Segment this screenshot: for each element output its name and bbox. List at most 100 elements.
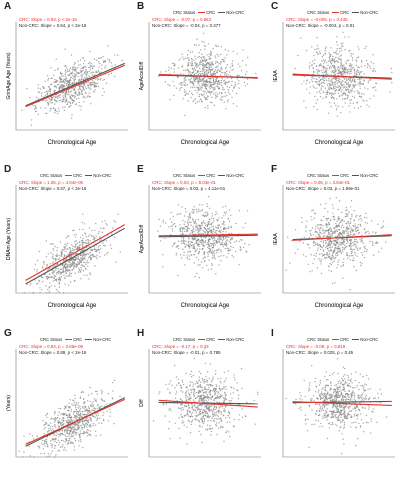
data-point xyxy=(94,256,95,257)
data-point xyxy=(182,57,183,58)
data-point xyxy=(225,231,226,232)
data-point xyxy=(195,230,196,231)
data-point xyxy=(163,220,164,221)
data-point xyxy=(74,438,75,439)
data-point xyxy=(210,93,211,94)
data-point xyxy=(46,292,47,293)
data-point xyxy=(338,93,339,94)
data-point xyxy=(337,44,338,45)
data-point xyxy=(54,265,55,266)
data-point xyxy=(335,257,336,258)
data-point xyxy=(200,61,201,62)
data-point xyxy=(52,428,53,429)
data-point xyxy=(61,82,62,83)
data-point xyxy=(69,413,70,414)
data-point xyxy=(76,98,77,99)
data-point xyxy=(81,86,82,87)
data-point xyxy=(366,46,367,47)
data-point xyxy=(225,238,226,239)
data-point xyxy=(213,87,214,88)
data-point xyxy=(59,434,60,435)
data-point xyxy=(359,216,360,217)
data-point xyxy=(220,382,221,383)
data-point xyxy=(216,250,217,251)
data-point xyxy=(385,242,386,243)
data-point xyxy=(348,60,349,61)
data-point xyxy=(342,251,343,252)
data-point xyxy=(168,428,169,429)
data-point xyxy=(237,75,238,76)
data-point xyxy=(353,226,354,227)
data-point xyxy=(342,32,343,33)
data-point xyxy=(91,236,92,237)
data-point xyxy=(44,263,45,264)
data-point xyxy=(346,214,347,215)
data-point xyxy=(224,96,225,97)
data-point xyxy=(83,433,84,434)
data-point xyxy=(336,109,337,110)
data-point xyxy=(208,224,209,225)
data-point xyxy=(54,112,55,113)
data-point xyxy=(204,66,205,67)
data-point xyxy=(202,378,203,379)
data-point xyxy=(69,416,70,417)
data-point xyxy=(224,402,225,403)
data-point xyxy=(43,100,44,101)
data-point xyxy=(46,278,47,279)
data-point xyxy=(192,87,193,88)
data-point xyxy=(348,71,349,72)
data-point xyxy=(243,247,244,248)
data-point xyxy=(58,436,59,437)
data-point xyxy=(80,237,81,238)
data-point xyxy=(56,273,57,274)
data-point xyxy=(323,59,324,60)
data-point xyxy=(320,96,321,97)
data-point xyxy=(94,249,95,250)
data-point xyxy=(316,231,317,232)
data-point xyxy=(340,47,341,48)
data-point xyxy=(204,216,205,217)
data-point xyxy=(85,73,86,74)
data-point xyxy=(68,406,69,407)
data-point xyxy=(330,231,331,232)
data-point xyxy=(209,208,210,209)
data-point xyxy=(341,84,342,85)
data-point xyxy=(325,46,326,47)
data-point xyxy=(338,69,339,70)
data-point xyxy=(59,450,60,451)
data-point xyxy=(55,454,56,455)
data-point xyxy=(344,231,345,232)
data-point xyxy=(335,230,336,231)
data-point xyxy=(63,413,64,414)
data-point xyxy=(360,241,361,242)
data-point xyxy=(233,69,234,70)
data-point xyxy=(200,229,201,230)
data-point xyxy=(55,259,56,260)
data-point xyxy=(341,234,342,235)
data-point xyxy=(355,227,356,228)
data-point xyxy=(197,227,198,228)
data-point xyxy=(205,88,206,89)
data-point xyxy=(331,60,332,61)
data-point xyxy=(50,428,51,429)
data-point xyxy=(172,246,173,247)
data-point xyxy=(198,82,199,83)
data-point xyxy=(316,69,317,70)
data-point xyxy=(210,50,211,51)
data-point xyxy=(231,227,232,228)
data-point xyxy=(323,91,324,92)
data-point xyxy=(219,92,220,93)
data-point xyxy=(230,250,231,251)
data-point xyxy=(79,425,80,426)
data-point xyxy=(66,415,67,416)
data-point xyxy=(389,91,390,92)
data-point xyxy=(47,289,48,290)
data-point xyxy=(50,91,51,92)
data-point xyxy=(211,63,212,64)
data-point xyxy=(101,405,102,406)
data-point xyxy=(204,64,205,65)
data-point xyxy=(235,251,236,252)
data-point xyxy=(178,248,179,249)
data-point xyxy=(196,412,197,413)
